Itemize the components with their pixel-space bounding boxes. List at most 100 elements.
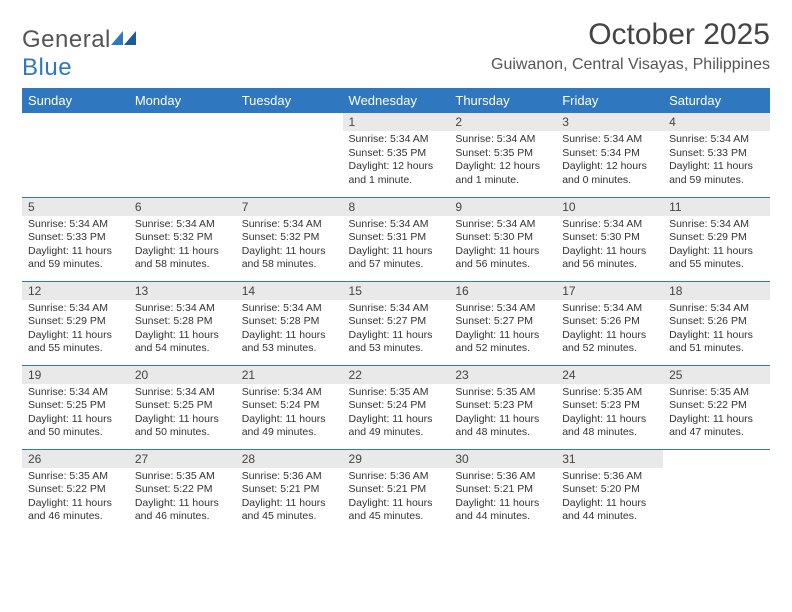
- day-number: 23: [449, 366, 556, 384]
- sunrise-line: Sunrise: 5:35 AM: [669, 386, 764, 400]
- calendar-cell: 5Sunrise: 5:34 AMSunset: 5:33 PMDaylight…: [22, 197, 129, 281]
- sunset-line: Sunset: 5:32 PM: [242, 231, 337, 245]
- calendar-cell: 7Sunrise: 5:34 AMSunset: 5:32 PMDaylight…: [236, 197, 343, 281]
- sunset-line: Sunset: 5:26 PM: [669, 315, 764, 329]
- daylight-line: Daylight: 11 hours and 48 minutes.: [455, 413, 550, 440]
- calendar-cell: 11Sunrise: 5:34 AMSunset: 5:29 PMDayligh…: [663, 197, 770, 281]
- day-details: Sunrise: 5:34 AMSunset: 5:31 PMDaylight:…: [343, 216, 450, 277]
- logo-mark-icon: [111, 29, 137, 47]
- calendar-cell: 12 Sunrise: 5:34 AMSunset: 5:29 PMDayligh…: [22, 281, 129, 365]
- daylight-line: Daylight: 11 hours and 53 minutes.: [349, 329, 444, 356]
- sunrise-line: Sunrise: 5:36 AM: [562, 470, 657, 484]
- sunset-line: Sunset: 5:30 PM: [562, 231, 657, 245]
- calendar-cell: 22Sunrise: 5:35 AMSunset: 5:24 PMDayligh…: [343, 365, 450, 449]
- calendar-cell: 23Sunrise: 5:35 AMSunset: 5:23 PMDayligh…: [449, 365, 556, 449]
- title-block: October 2025 Guiwanon, Central Visayas, …: [491, 18, 770, 74]
- sunrise-line: Sunrise: 5:36 AM: [349, 470, 444, 484]
- sunrise-line: Sunrise: 5:34 AM: [28, 302, 123, 316]
- daylight-line: Daylight: 11 hours and 59 minutes.: [669, 160, 764, 187]
- day-details: Sunrise: 5:34 AMSunset: 5:29 PMDaylight:…: [663, 216, 770, 277]
- daylight-line: Daylight: 12 hours and 1 minute.: [455, 160, 550, 187]
- logo-word2: Blue: [22, 54, 72, 81]
- calendar-cell: 3Sunrise: 5:34 AMSunset: 5:34 PMDaylight…: [556, 113, 663, 197]
- day-number: 21: [236, 366, 343, 384]
- sunset-line: Sunset: 5:32 PM: [135, 231, 230, 245]
- sunset-line: Sunset: 5:28 PM: [242, 315, 337, 329]
- day-header: Sunday: [22, 88, 129, 113]
- sunset-line: Sunset: 5:29 PM: [28, 315, 123, 329]
- day-details: Sunrise: 5:36 AMSunset: 5:20 PMDaylight:…: [556, 468, 663, 529]
- day-number: 28: [236, 450, 343, 468]
- daylight-line: Daylight: 11 hours and 56 minutes.: [455, 245, 550, 272]
- calendar-cell: [663, 449, 770, 533]
- sunrise-line: Sunrise: 5:36 AM: [455, 470, 550, 484]
- daylight-line: Daylight: 11 hours and 45 minutes.: [242, 497, 337, 524]
- location-line: Guiwanon, Central Visayas, Philippines: [491, 56, 770, 74]
- day-details: Sunrise: 5:34 AMSunset: 5:34 PMDaylight:…: [556, 131, 663, 192]
- calendar-cell: 15Sunrise: 5:34 AMSunset: 5:27 PMDayligh…: [343, 281, 450, 365]
- calendar-cell: 16Sunrise: 5:34 AMSunset: 5:27 PMDayligh…: [449, 281, 556, 365]
- calendar-cell: 25Sunrise: 5:35 AMSunset: 5:22 PMDayligh…: [663, 365, 770, 449]
- sunrise-line: Sunrise: 5:35 AM: [455, 386, 550, 400]
- sunrise-line: Sunrise: 5:34 AM: [135, 302, 230, 316]
- calendar-cell: [22, 113, 129, 197]
- day-number: 7: [236, 198, 343, 216]
- sunrise-line: Sunrise: 5:34 AM: [28, 218, 123, 232]
- sunset-line: Sunset: 5:21 PM: [455, 483, 550, 497]
- day-number: 9: [449, 198, 556, 216]
- sunrise-line: Sunrise: 5:35 AM: [562, 386, 657, 400]
- day-number: 13: [129, 282, 236, 300]
- daylight-line: Daylight: 11 hours and 52 minutes.: [455, 329, 550, 356]
- daylight-line: Daylight: 11 hours and 54 minutes.: [135, 329, 230, 356]
- day-header: Friday: [556, 88, 663, 113]
- sunset-line: Sunset: 5:24 PM: [242, 399, 337, 413]
- daylight-line: Daylight: 11 hours and 56 minutes.: [562, 245, 657, 272]
- day-number: 18: [663, 282, 770, 300]
- day-header: Thursday: [449, 88, 556, 113]
- calendar-cell: 18Sunrise: 5:34 AMSunset: 5:26 PMDayligh…: [663, 281, 770, 365]
- day-header: Wednesday: [343, 88, 450, 113]
- calendar-body: 1Sunrise: 5:34 AMSunset: 5:35 PMDaylight…: [22, 113, 770, 533]
- day-number: 11: [663, 198, 770, 216]
- day-details: Sunrise: 5:34 AMSunset: 5:35 PMDaylight:…: [449, 131, 556, 192]
- day-number: 10: [556, 198, 663, 216]
- calendar-cell: 21Sunrise: 5:34 AMSunset: 5:24 PMDayligh…: [236, 365, 343, 449]
- daylight-line: Daylight: 11 hours and 46 minutes.: [135, 497, 230, 524]
- day-header-row: SundayMondayTuesdayWednesdayThursdayFrid…: [22, 88, 770, 113]
- logo-word1: General: [22, 26, 111, 53]
- sunset-line: Sunset: 5:24 PM: [349, 399, 444, 413]
- calendar-table: SundayMondayTuesdayWednesdayThursdayFrid…: [22, 88, 770, 533]
- day-details: Sunrise: 5:34 AMSunset: 5:24 PMDaylight:…: [236, 384, 343, 445]
- sunset-line: Sunset: 5:27 PM: [455, 315, 550, 329]
- sunrise-line: Sunrise: 5:35 AM: [135, 470, 230, 484]
- daylight-line: Daylight: 11 hours and 55 minutes.: [28, 329, 123, 356]
- sunrise-line: Sunrise: 5:34 AM: [349, 133, 444, 147]
- day-details: Sunrise: 5:34 AMSunset: 5:35 PMDaylight:…: [343, 131, 450, 192]
- month-title: October 2025: [491, 18, 770, 52]
- sunset-line: Sunset: 5:21 PM: [349, 483, 444, 497]
- daylight-line: Daylight: 11 hours and 58 minutes.: [135, 245, 230, 272]
- day-details: Sunrise: 5:35 AMSunset: 5:23 PMDaylight:…: [449, 384, 556, 445]
- calendar-week-row: 19Sunrise: 5:34 AMSunset: 5:25 PMDayligh…: [22, 365, 770, 449]
- daylight-line: Daylight: 11 hours and 44 minutes.: [562, 497, 657, 524]
- day-number: 12: [22, 282, 129, 300]
- day-details: Sunrise: 5:34 AMSunset: 5:26 PMDaylight:…: [663, 300, 770, 361]
- calendar-cell: 26Sunrise: 5:35 AMSunset: 5:22 PMDayligh…: [22, 449, 129, 533]
- daylight-line: Daylight: 11 hours and 51 minutes.: [669, 329, 764, 356]
- daylight-line: Daylight: 12 hours and 1 minute.: [349, 160, 444, 187]
- sunset-line: Sunset: 5:27 PM: [349, 315, 444, 329]
- sunrise-line: Sunrise: 5:35 AM: [28, 470, 123, 484]
- day-details: Sunrise: 5:35 AMSunset: 5:22 PMDaylight:…: [22, 468, 129, 529]
- sunset-line: Sunset: 5:21 PM: [242, 483, 337, 497]
- calendar-cell: 19Sunrise: 5:34 AMSunset: 5:25 PMDayligh…: [22, 365, 129, 449]
- sunrise-line: Sunrise: 5:34 AM: [562, 218, 657, 232]
- daylight-line: Daylight: 11 hours and 50 minutes.: [135, 413, 230, 440]
- calendar-cell: 24Sunrise: 5:35 AMSunset: 5:23 PMDayligh…: [556, 365, 663, 449]
- sunrise-line: Sunrise: 5:34 AM: [242, 218, 337, 232]
- day-details: Sunrise: 5:34 AMSunset: 5:26 PMDaylight:…: [556, 300, 663, 361]
- sunrise-line: Sunrise: 5:34 AM: [455, 218, 550, 232]
- day-number: 31: [556, 450, 663, 468]
- daylight-line: Daylight: 11 hours and 52 minutes.: [562, 329, 657, 356]
- day-number: 20: [129, 366, 236, 384]
- sunrise-line: Sunrise: 5:34 AM: [135, 218, 230, 232]
